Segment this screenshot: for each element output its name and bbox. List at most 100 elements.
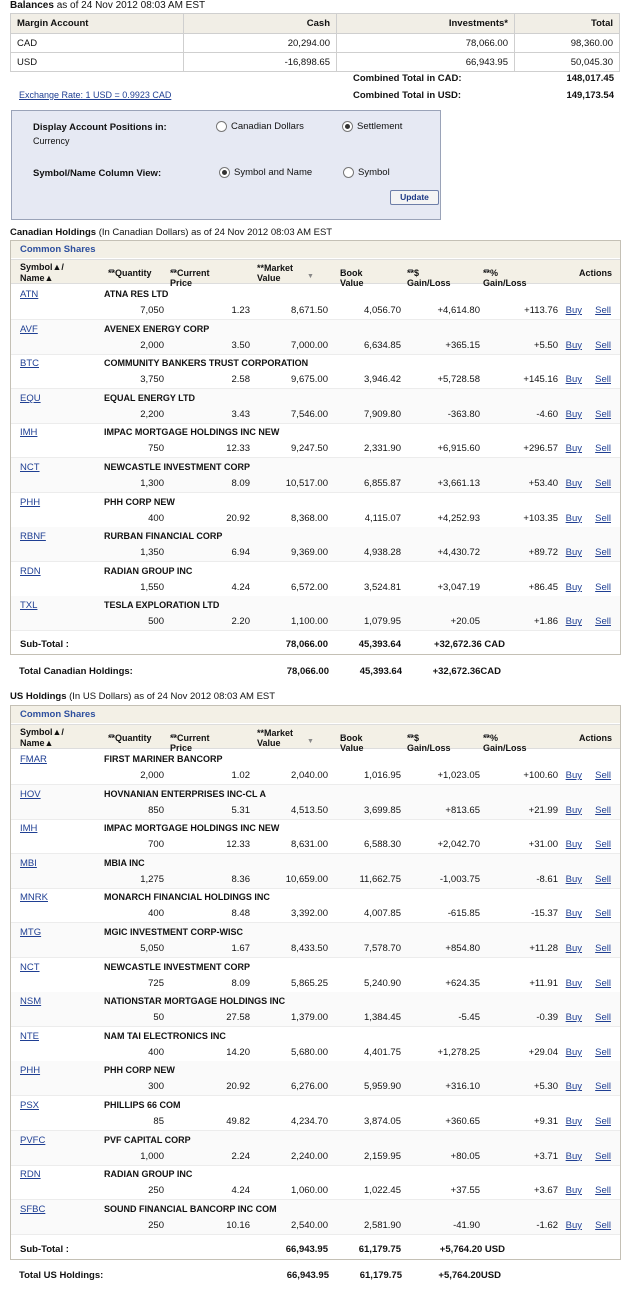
symbol-link[interactable]: FMAR <box>20 754 47 765</box>
buy-link[interactable]: Buy <box>565 1046 582 1058</box>
sell-link[interactable]: Sell <box>595 478 611 489</box>
symbol-link[interactable]: NCT <box>20 961 40 973</box>
buy-link[interactable]: Buy <box>565 616 582 628</box>
sell-link[interactable]: Sell <box>595 512 611 524</box>
symbol-link[interactable]: SFBC <box>20 1203 46 1215</box>
sell-link[interactable]: Sell <box>595 339 611 351</box>
buy-link[interactable]: Buy <box>565 804 582 816</box>
book-value-cell: 2,331.90 <box>364 443 401 455</box>
sell-link[interactable]: Sell <box>595 770 611 781</box>
sell-link[interactable]: Sell <box>595 1219 611 1231</box>
symbol-link[interactable]: TXL <box>20 600 38 612</box>
sell-link[interactable]: Sell <box>595 1081 611 1093</box>
symbol-link[interactable]: PSX <box>20 1100 40 1111</box>
subtotal-market-value: 78,066.00 <box>285 639 328 650</box>
buy-link[interactable]: Buy <box>565 977 582 989</box>
sell-link[interactable]: Sell <box>595 547 611 559</box>
book-value-cell: 1,079.95 <box>364 616 401 628</box>
pct-gain-loss-cell: +296.57 <box>523 443 558 455</box>
sell-link[interactable]: Sell <box>595 616 611 628</box>
symbol-link[interactable]: NTE <box>20 1030 39 1042</box>
symbol-link[interactable]: MNRK <box>20 892 48 904</box>
symbol-link[interactable]: IMH <box>20 823 38 835</box>
symbol-link[interactable]: AVF <box>20 323 38 335</box>
sell-link[interactable]: Sell <box>595 1185 611 1197</box>
sell-link[interactable]: Sell <box>595 374 611 386</box>
buy-link[interactable]: Buy <box>565 1150 582 1162</box>
buy-link[interactable]: Buy <box>565 408 582 420</box>
buy-link[interactable]: Buy <box>565 1081 582 1093</box>
symbol-link[interactable]: PVFC <box>20 1134 46 1146</box>
us-holdings-panel: Common Shares Symbol▲/ Name▲ **Quantity ▼… <box>10 705 621 1260</box>
book-value-cell: 6,855.87 <box>364 478 401 489</box>
sell-link[interactable]: Sell <box>595 908 611 920</box>
buy-link[interactable]: Buy <box>565 873 582 885</box>
symbol-link[interactable]: RDN <box>20 565 41 577</box>
col-symbol-sort[interactable]: Symbol▲/ <box>20 262 64 272</box>
book-value-cell: 1,022.45 <box>364 1185 401 1197</box>
col-name-sort[interactable]: Name▲ <box>20 738 54 748</box>
price-cell: 3.43 <box>231 408 251 420</box>
symbol-link[interactable]: MTG <box>20 927 42 938</box>
symbol-link[interactable]: RBNF <box>20 531 46 543</box>
sell-link[interactable]: Sell <box>595 943 611 954</box>
sell-link[interactable]: Sell <box>595 977 611 989</box>
buy-link[interactable]: Buy <box>565 1012 582 1024</box>
gain-loss-cell: +4,614.80 <box>437 305 480 316</box>
radio-symbol-and-name[interactable]: Symbol and Name <box>219 167 312 178</box>
buy-link[interactable]: Buy <box>565 908 582 920</box>
sell-link[interactable]: Sell <box>595 804 611 816</box>
symbol-link[interactable]: EQU <box>20 392 41 404</box>
buy-link[interactable]: Buy <box>565 1185 582 1197</box>
sell-link[interactable]: Sell <box>595 873 611 885</box>
buy-link[interactable]: Buy <box>565 770 582 781</box>
buy-link[interactable]: Buy <box>565 339 582 351</box>
buy-link[interactable]: Buy <box>565 943 582 954</box>
gain-loss-cell: +4,252.93 <box>437 512 480 524</box>
buy-link[interactable]: Buy <box>565 443 582 455</box>
exchange-rate-link[interactable]: Exchange Rate: 1 USD = 0.9923 CAD <box>19 90 172 100</box>
sell-link[interactable]: Sell <box>595 1012 611 1024</box>
gain-loss-cell: +316.10 <box>445 1081 480 1093</box>
us-subtotal-row: Sub-Total : 66,943.95 61,179.75 +5,764.2… <box>11 1236 620 1262</box>
buy-link[interactable]: Buy <box>565 1116 582 1127</box>
holding-row: PHH PHH CORP NEW 300 20.92 6,276.00 5,959.90 +… <box>11 1061 620 1097</box>
buy-link[interactable]: Buy <box>565 478 582 489</box>
radio-canadian-dollars[interactable]: Canadian Dollars <box>216 121 304 132</box>
buy-link[interactable]: Buy <box>565 547 582 559</box>
col-name-sort[interactable]: Name▲ <box>20 273 54 283</box>
buy-link[interactable]: Buy <box>565 512 582 524</box>
sell-link[interactable]: Sell <box>595 839 611 851</box>
symbol-link[interactable]: MBI <box>20 857 37 869</box>
sell-link[interactable]: Sell <box>595 1046 611 1058</box>
symbol-link[interactable]: HOV <box>20 788 41 800</box>
buy-link[interactable]: Buy <box>565 305 582 316</box>
update-button[interactable]: Update <box>390 190 439 205</box>
symbol-link[interactable]: NSM <box>20 996 42 1008</box>
col-symbol-sort[interactable]: Symbol▲/ <box>20 727 64 737</box>
buy-link[interactable]: Buy <box>565 1219 582 1231</box>
sell-link[interactable]: Sell <box>595 305 611 316</box>
symbol-link[interactable]: PHH <box>20 1065 41 1077</box>
sell-link[interactable]: Sell <box>595 443 611 455</box>
radio-settlement[interactable]: Settlement <box>342 121 402 132</box>
symbol-link[interactable]: BTC <box>20 358 39 370</box>
radio-symbol[interactable]: Symbol <box>343 167 390 178</box>
symbol-link[interactable]: ATN <box>20 289 39 300</box>
sell-link[interactable]: Sell <box>595 1150 611 1162</box>
sell-link[interactable]: Sell <box>595 581 611 593</box>
buy-link[interactable]: Buy <box>565 581 582 593</box>
sell-link[interactable]: Sell <box>595 408 611 420</box>
holding-row: MNRK MONARCH FINANCIAL HOLDINGS INC 400 8.4… <box>11 888 620 924</box>
buy-link[interactable]: Buy <box>565 374 582 386</box>
price-cell: 1.23 <box>231 305 251 316</box>
subtotal-market-value: 66,943.95 <box>285 1244 328 1255</box>
symbol-link[interactable]: NCT <box>20 462 40 473</box>
buy-link[interactable]: Buy <box>565 839 582 851</box>
symbol-link[interactable]: PHH <box>20 496 41 508</box>
sell-link[interactable]: Sell <box>595 1116 611 1127</box>
symbol-link[interactable]: RDN <box>20 1169 41 1181</box>
symbol-link[interactable]: IMH <box>20 427 38 439</box>
book-value-cell: 4,056.70 <box>364 305 401 316</box>
book-value-cell: 7,909.80 <box>364 408 401 420</box>
